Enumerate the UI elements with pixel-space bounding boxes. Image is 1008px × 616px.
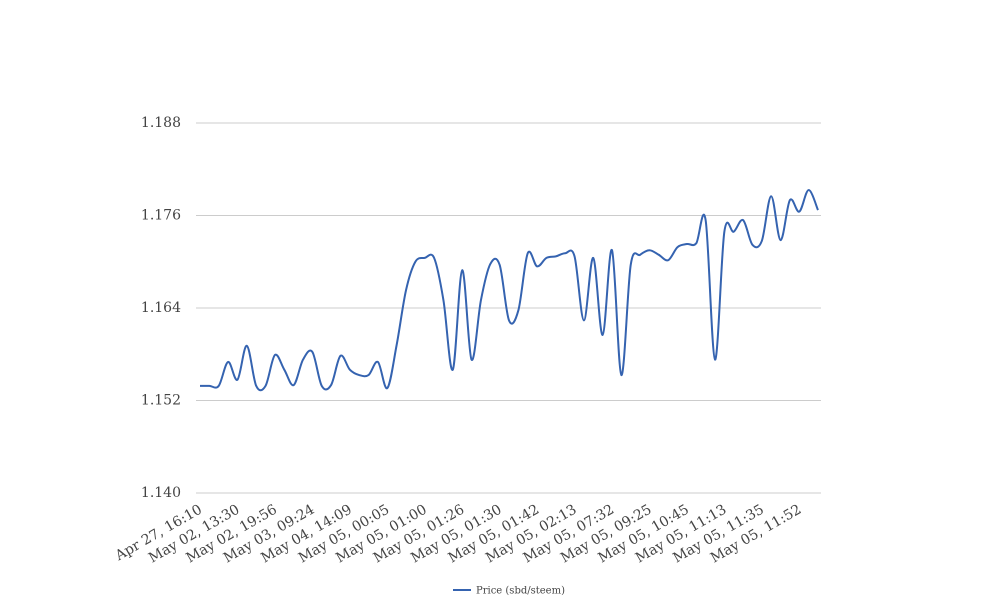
y-tick-label: 1.140 xyxy=(141,485,181,501)
y-tick-label: 1.152 xyxy=(141,393,181,409)
price-line xyxy=(199,189,819,392)
y-tick-label: 1.164 xyxy=(141,300,181,316)
y-tick-label: 1.188 xyxy=(141,115,181,131)
y-tick-label: 1.176 xyxy=(141,208,181,224)
legend-label: Price (sbd/steem) xyxy=(476,586,565,597)
